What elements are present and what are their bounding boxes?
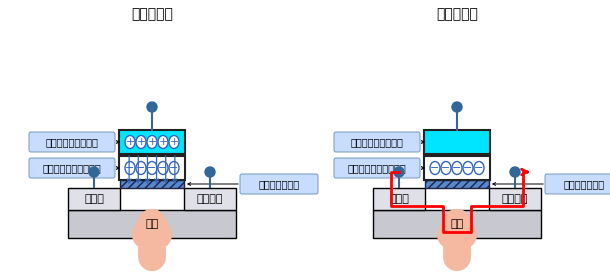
Bar: [424, 156, 490, 180]
FancyBboxPatch shape: [240, 174, 318, 194]
Bar: [120, 180, 184, 188]
Text: −: −: [170, 163, 179, 173]
Text: −: −: [475, 163, 484, 173]
Bar: [425, 180, 489, 188]
Ellipse shape: [125, 162, 135, 174]
Text: ソース: ソース: [389, 194, 409, 204]
Ellipse shape: [452, 162, 462, 174]
Ellipse shape: [474, 162, 484, 174]
Text: −: −: [125, 163, 135, 173]
Text: コントロールゲート: コントロールゲート: [351, 137, 403, 147]
Ellipse shape: [147, 136, 157, 148]
Bar: [68, 210, 236, 238]
Text: フローティングゲート: フローティングゲート: [348, 163, 406, 173]
Bar: [68, 188, 120, 210]
Text: フローティングゲート: フローティングゲート: [43, 163, 101, 173]
Text: トンネル酸化膜: トンネル酸化膜: [259, 179, 300, 189]
Ellipse shape: [169, 136, 179, 148]
Ellipse shape: [158, 162, 168, 174]
Ellipse shape: [125, 136, 135, 148]
Text: コントロールゲート: コントロールゲート: [46, 137, 98, 147]
Text: −: −: [136, 163, 146, 173]
Bar: [119, 130, 185, 154]
Bar: [184, 188, 236, 210]
Text: 書込み動作: 書込み動作: [131, 7, 173, 21]
Circle shape: [394, 167, 404, 177]
Text: ソース: ソース: [84, 194, 104, 204]
FancyBboxPatch shape: [29, 132, 115, 152]
Text: +: +: [136, 137, 146, 147]
Text: −: −: [441, 163, 451, 173]
Text: −: −: [452, 163, 462, 173]
Ellipse shape: [136, 136, 146, 148]
Text: トンネル酸化膜: トンネル酸化膜: [564, 179, 605, 189]
Bar: [373, 188, 425, 210]
Ellipse shape: [169, 162, 179, 174]
Text: −: −: [147, 163, 157, 173]
FancyBboxPatch shape: [29, 158, 115, 178]
FancyBboxPatch shape: [545, 174, 610, 194]
Text: −: −: [159, 163, 168, 173]
Text: −: −: [430, 163, 440, 173]
Circle shape: [147, 102, 157, 112]
Text: 基板: 基板: [450, 219, 464, 229]
Bar: [373, 210, 541, 238]
Text: −: −: [464, 163, 473, 173]
Ellipse shape: [430, 162, 440, 174]
Text: ドレイン: ドレイン: [502, 194, 528, 204]
Bar: [489, 188, 541, 210]
Ellipse shape: [158, 136, 168, 148]
Circle shape: [452, 102, 462, 112]
Text: +: +: [147, 137, 157, 147]
Text: +: +: [170, 137, 179, 147]
FancyBboxPatch shape: [334, 158, 420, 178]
Ellipse shape: [463, 162, 473, 174]
Text: 基板: 基板: [145, 219, 159, 229]
Text: 読出し動作: 読出し動作: [436, 7, 478, 21]
Ellipse shape: [136, 162, 146, 174]
Circle shape: [205, 167, 215, 177]
Circle shape: [89, 167, 99, 177]
Text: +: +: [125, 137, 135, 147]
Bar: [424, 130, 490, 154]
Text: ドレイン: ドレイン: [197, 194, 223, 204]
Ellipse shape: [441, 162, 451, 174]
Ellipse shape: [147, 162, 157, 174]
FancyBboxPatch shape: [334, 132, 420, 152]
Text: +: +: [159, 137, 168, 147]
Bar: [119, 156, 185, 180]
Circle shape: [510, 167, 520, 177]
